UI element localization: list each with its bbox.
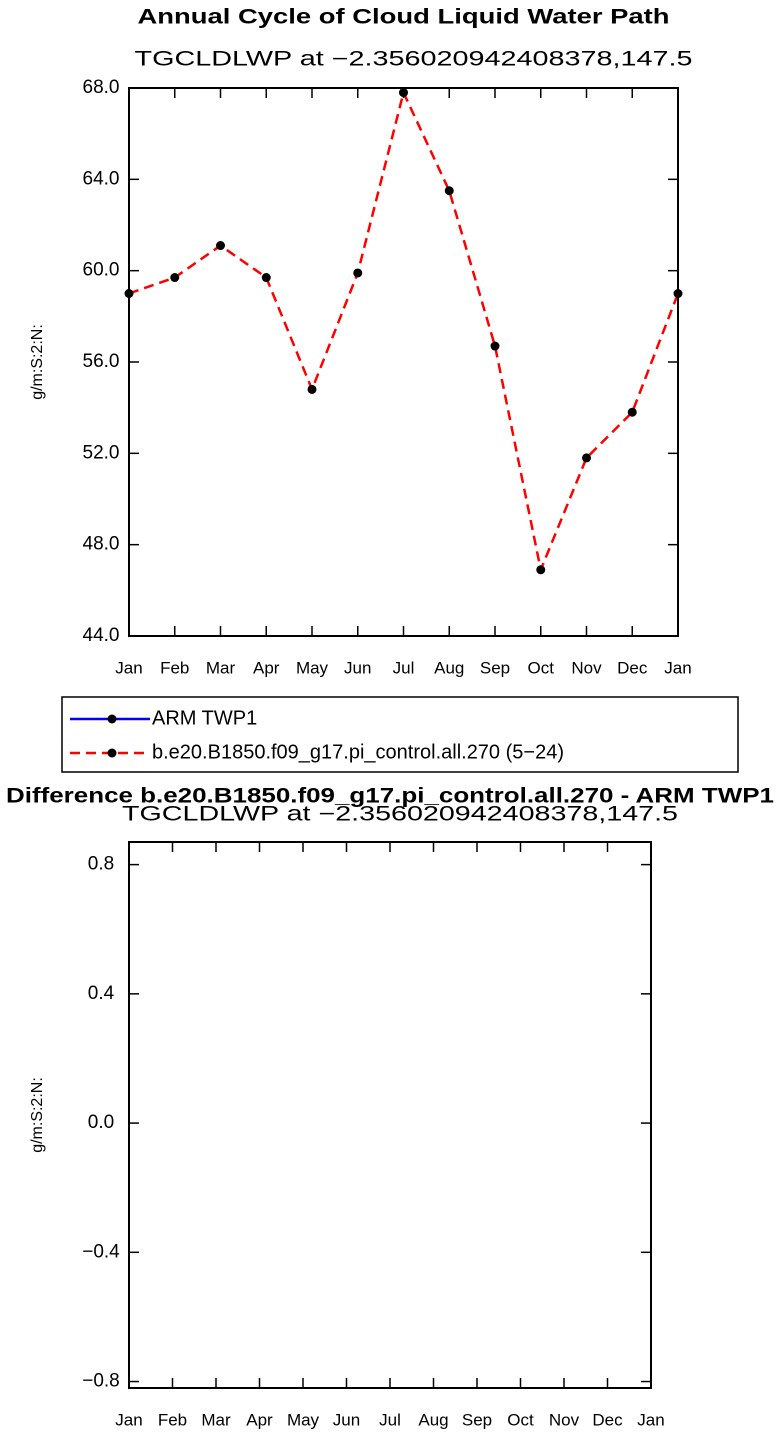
plot-frame (128, 87, 679, 637)
x-tick-label: Aug (434, 658, 464, 677)
y-tick-label: 0.0 (88, 1112, 114, 1133)
x-tick-label: Nov (571, 658, 602, 677)
x-tick-label: Jan (115, 1410, 142, 1429)
x-tick-label: May (287, 1410, 320, 1429)
x-tick-label: Sep (462, 1410, 492, 1429)
y-tick-label: −0.8 (82, 1371, 120, 1392)
x-tick-label: Nov (549, 1410, 580, 1429)
point (261, 273, 271, 283)
x-tick-label: Dec (617, 658, 648, 677)
legend-marker (107, 748, 117, 758)
x-tick-label: Mar (201, 1410, 231, 1429)
x-tick-label: Aug (418, 1410, 448, 1429)
x-tick-label: May (296, 658, 329, 677)
y-tick-label: 52.0 (83, 442, 120, 463)
point (627, 407, 637, 417)
point (490, 341, 500, 351)
legend-label: b.e20.B1850.f09_g17.pi_control.all.270 (… (152, 741, 564, 763)
x-tick-label: Apr (246, 1410, 273, 1429)
legend-label: ARM TWP1 (152, 707, 257, 729)
y-tick-label: 68.0 (83, 77, 120, 98)
y-tick-label: 60.0 (83, 260, 120, 281)
y-tick-label: 44.0 (83, 625, 120, 646)
chart-title: Difference b.e20.B1850.f09_g17.pi_contro… (6, 785, 774, 808)
point (673, 289, 683, 298)
x-tick-label: Jul (379, 1410, 401, 1429)
x-tick-label: Jun (344, 658, 371, 677)
point (444, 186, 454, 196)
chart-title: Annual Cycle of Cloud Liquid Water Path (138, 6, 670, 29)
x-tick-label: Jan (664, 658, 691, 677)
point (307, 384, 317, 394)
point (399, 88, 408, 98)
y-tick-label: 0.8 (88, 854, 114, 875)
x-tick-label: Apr (253, 658, 280, 677)
x-tick-label: Jul (393, 658, 415, 677)
y-tick-label: 56.0 (83, 351, 120, 372)
y-tick-label: 48.0 (83, 534, 120, 555)
series-line (128, 88, 680, 575)
y-tick-label: 0.4 (88, 983, 115, 1004)
y-tick-label: −0.4 (82, 1241, 120, 1262)
point (216, 241, 225, 251)
x-tick-label: Dec (592, 1410, 623, 1429)
x-tick-label: Mar (206, 658, 236, 677)
x-tick-label: Jan (637, 1410, 664, 1429)
legend-box (61, 696, 739, 773)
point (170, 273, 180, 283)
x-tick-label: Oct (507, 1410, 534, 1429)
y-axis-label: g/m:S:2:N: (29, 1077, 46, 1153)
point (124, 289, 134, 298)
x-tick-label: Jan (115, 658, 142, 677)
point (353, 268, 363, 278)
point (536, 565, 546, 575)
legend-marker (107, 714, 117, 724)
x-tick-label: Oct (528, 658, 555, 677)
plot-frame (128, 841, 652, 1389)
x-tick-label: Feb (158, 1410, 187, 1429)
chart-subtitle: TGCLDLWP at −2.356020942408378,147.5 (122, 803, 678, 826)
x-tick-label: Jun (333, 1410, 360, 1429)
x-tick-label: Sep (480, 658, 510, 677)
y-axis-label: g/m:S:2:N: (29, 324, 46, 400)
point (582, 453, 591, 463)
chart-subtitle: TGCLDLWP at −2.356020942408378,147.5 (135, 48, 693, 71)
x-tick-label: Feb (160, 658, 189, 677)
y-tick-label: 64.0 (83, 168, 120, 189)
